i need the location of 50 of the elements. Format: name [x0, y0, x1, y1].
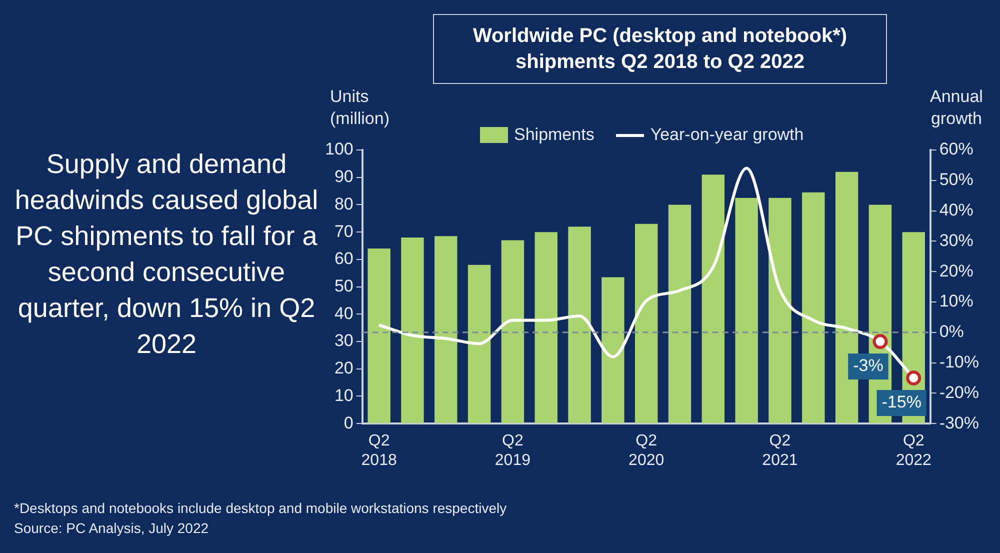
y2-axis-title: Annual growth: [930, 86, 983, 130]
bar: [434, 236, 458, 424]
y2-tick-label: 20%: [939, 261, 974, 280]
bar: [802, 192, 825, 424]
data-label: -15%: [882, 392, 922, 412]
bar: [534, 232, 558, 424]
y-tick-label: 0: [344, 413, 354, 432]
y-tick-label: 30: [334, 331, 354, 350]
y2-tick-label: -30%: [939, 413, 979, 432]
bar: [501, 240, 524, 424]
text: *Desktops and notebooks include desktop and mobile workstations respectively: [14, 500, 507, 516]
y-tick-label: 20: [334, 358, 354, 378]
bar: [368, 248, 390, 424]
bar: [634, 224, 658, 424]
x-tick-label: Q2 2021: [762, 432, 798, 469]
x-tick-label: Q2 2022: [896, 432, 932, 469]
bar: [768, 198, 792, 424]
x-tick-label: Q2 2018: [361, 432, 397, 469]
y2-tick-label: 0%: [939, 322, 964, 342]
y-tick-label: 60: [334, 249, 354, 268]
chart-title: Worldwide PC (desktop and notebook*) shipments Q2 2018 to Q2 2022: [433, 14, 887, 84]
bar: [468, 264, 491, 424]
legend-label: Year-on-year growth: [650, 125, 804, 145]
y2-tick-label: 10%: [939, 292, 974, 311]
source-note: Source: PC Analysis, July 2022: [14, 520, 209, 536]
y2-tick-label: 40%: [939, 200, 974, 220]
y-tick-label: 10: [334, 386, 354, 405]
bar: [735, 198, 758, 424]
bar: [602, 277, 624, 424]
y-tick-label: 80: [334, 194, 354, 214]
x-tick-label: Q2 2020: [628, 432, 664, 469]
y-tick-label: 90: [334, 167, 354, 186]
y-tick-label: 50: [334, 276, 354, 296]
y2-tick-label: 50%: [939, 170, 974, 190]
y2-tick-label: -20%: [939, 382, 979, 402]
y2-tick-label: 60%: [939, 140, 974, 159]
legend-label: Shipments: [514, 125, 594, 145]
bar: [401, 238, 424, 424]
y2-tick-label: -10%: [939, 352, 979, 372]
data-label: -3%: [853, 356, 884, 376]
y-tick-label: 100: [324, 140, 354, 159]
y-axis-title: Units (million): [330, 86, 390, 130]
y-tick-label: 40: [334, 304, 354, 323]
bar: [702, 174, 725, 424]
y2-tick-label: 30%: [939, 230, 974, 250]
y-tick-label: 70: [334, 222, 354, 241]
bar: [568, 226, 591, 424]
bar: [668, 204, 692, 424]
x-tick-label: Q2 2019: [494, 432, 531, 469]
text: Supply and demand headwinds caused global PC shipments to fall for a second consecutive quarter, down 15% in Q2 2022: [14, 148, 319, 361]
